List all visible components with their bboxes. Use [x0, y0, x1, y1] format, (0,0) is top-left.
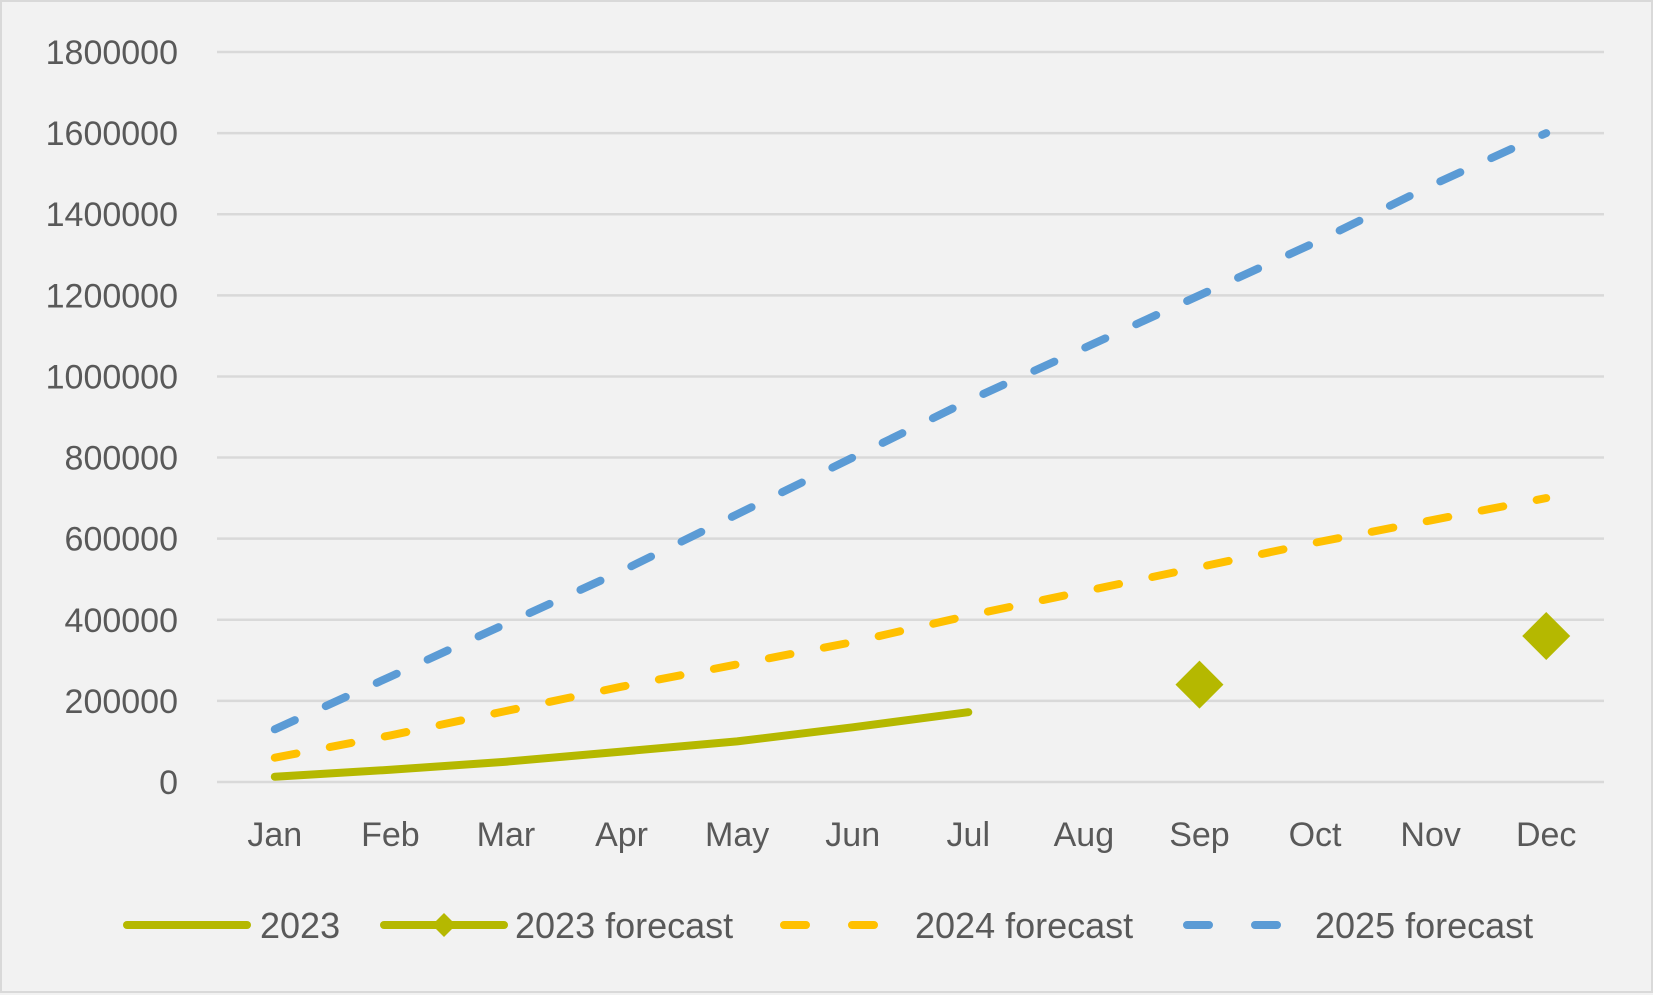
x-tick-label-aug: Aug [1054, 816, 1115, 854]
series-line-2023 [270, 708, 973, 781]
y-tick-label-1600000: 1600000 [46, 115, 178, 153]
legend-entry-2023: 2023 [123, 905, 340, 946]
x-tick-label-feb: Feb [361, 816, 420, 854]
y-tick-label-1200000: 1200000 [46, 277, 178, 315]
series-2023-forecast [1175, 612, 1571, 709]
legend-entry-2024-forecast: 2024 forecast [780, 905, 1133, 946]
legend-entry-2025-forecast: 2025 forecast [1183, 905, 1533, 946]
legend: 2023 2023 forecast 2024 forecast 2025 forec… [123, 905, 1533, 946]
data-point-2023-forecast-dec [1522, 612, 1571, 660]
x-tick-label-jan: Jan [247, 816, 302, 854]
y-tick-label-1800000: 1800000 [46, 34, 178, 72]
series-2025-forecast [270, 129, 1551, 734]
series-line-2025-forecast [270, 129, 1551, 734]
series-2024-forecast [270, 494, 1551, 762]
y-tick-label-1400000: 1400000 [46, 196, 178, 234]
y-tick-label-600000: 600000 [65, 521, 178, 559]
x-tick-label-mar: Mar [477, 816, 536, 854]
series-lines [270, 129, 1571, 781]
y-tick-label-800000: 800000 [65, 440, 178, 478]
legend-marker-2023-forecast [432, 913, 456, 937]
legend-label-2023-forecast: 2023 forecast [515, 905, 733, 946]
legend-label-2023: 2023 [260, 905, 340, 946]
x-tick-label-oct: Oct [1289, 816, 1342, 854]
y-tick-label-0: 0 [159, 764, 178, 802]
x-tick-label-apr: Apr [595, 816, 648, 854]
x-tick-label-sep: Sep [1169, 816, 1230, 854]
x-tick-label-dec: Dec [1516, 816, 1576, 854]
y-axis-tick-labels: 0 200000 400000 600000 800000 1000000 1200000 1… [46, 34, 178, 802]
x-tick-label-may: May [705, 816, 769, 854]
gridlines [217, 50, 1604, 784]
y-tick-label-200000: 200000 [65, 683, 178, 721]
legend-label-2024-forecast: 2024 forecast [915, 905, 1133, 946]
series-2023 [270, 708, 973, 781]
y-tick-label-1000000: 1000000 [46, 358, 178, 396]
y-tick-label-400000: 400000 [65, 602, 178, 640]
x-tick-label-jun: Jun [825, 816, 880, 854]
x-tick-label-jul: Jul [947, 816, 990, 854]
x-tick-label-nov: Nov [1400, 816, 1460, 854]
legend-entry-2023-forecast: 2023 forecast [380, 905, 733, 946]
series-line-2024-forecast [270, 494, 1551, 762]
data-point-2023-forecast-sep [1175, 660, 1224, 709]
x-axis-tick-labels: Jan Feb Mar Apr May Jun Jul Aug Sep Oct Nov Dec [247, 816, 1576, 854]
legend-label-2025-forecast: 2025 forecast [1315, 905, 1533, 946]
